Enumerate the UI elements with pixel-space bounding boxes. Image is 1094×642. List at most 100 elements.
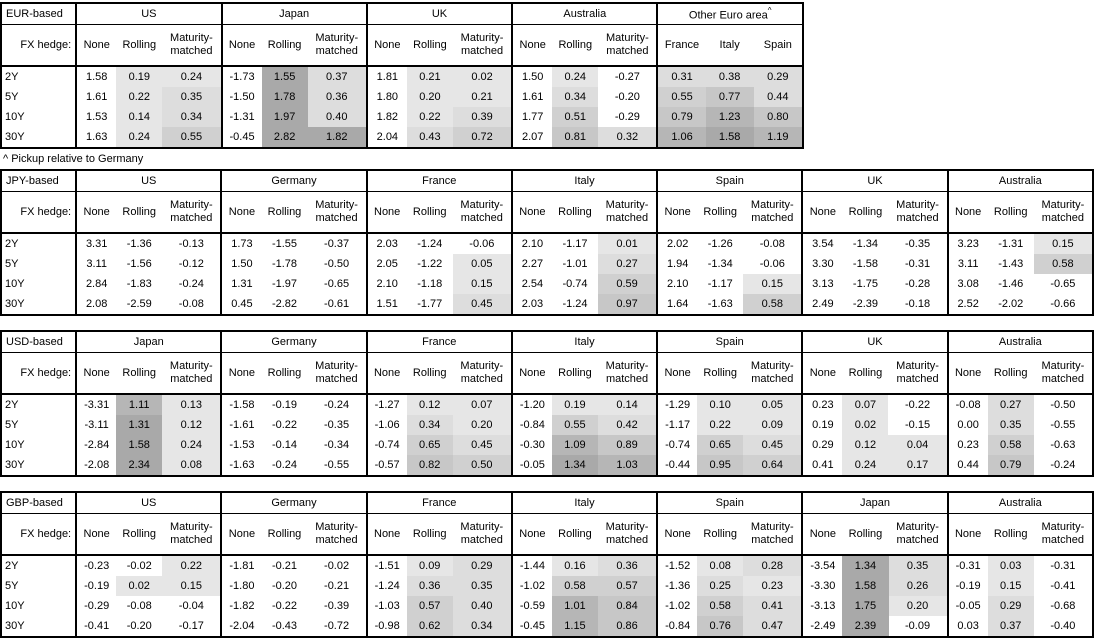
hedge-column-header-maturity-matched: Maturity-matched bbox=[1033, 513, 1093, 556]
row-label: 2Y bbox=[5, 399, 19, 411]
value-cell: 0.55 bbox=[551, 415, 598, 435]
group-name: UK bbox=[431, 8, 448, 20]
value-cell: -3.11 bbox=[75, 415, 117, 435]
value-cell: -0.34 bbox=[307, 435, 367, 455]
hedge-column-header-maturity-matched: Maturity-matched bbox=[1033, 352, 1093, 395]
value-cell: -0.43 bbox=[261, 616, 308, 637]
value-cell: 0.55 bbox=[656, 87, 706, 107]
group-header-other-euro-area: Other Euro area^ bbox=[656, 3, 803, 25]
value-cell: -0.13 bbox=[162, 233, 222, 254]
hedge-column-header-none: None bbox=[656, 352, 698, 395]
group-name: France bbox=[422, 497, 457, 509]
hedge-column-header-rolling: Rolling bbox=[261, 352, 308, 395]
value-cell: 0.35 bbox=[162, 87, 222, 107]
value-cell: -0.35 bbox=[307, 415, 367, 435]
row-label: 5Y bbox=[5, 419, 19, 431]
value-cell: 0.80 bbox=[753, 107, 803, 127]
group-header-france: France bbox=[365, 492, 512, 514]
group-name: Italy bbox=[574, 336, 595, 348]
value-cell: -0.06 bbox=[452, 233, 512, 254]
hedge-column-header-rolling: Rolling bbox=[842, 191, 889, 234]
data-row-5y: 5Y 1.61 0.22 0.35 -1.50 1.78 0.36 1.80 0.20 0.21 1… bbox=[1, 87, 803, 107]
value-cell: -1.31 bbox=[987, 233, 1034, 254]
value-cell: 0.16 bbox=[551, 555, 599, 576]
value-cell: 0.47 bbox=[743, 616, 803, 637]
group-name: Japan bbox=[859, 497, 890, 509]
value-cell: -1.44 bbox=[510, 555, 552, 576]
value-cell: -3.13 bbox=[801, 596, 843, 616]
group-header-uk: UK bbox=[365, 3, 513, 25]
value-cell: -1.75 bbox=[842, 274, 889, 294]
hedge-column-header-maturity-matched: Maturity-matched bbox=[162, 24, 222, 67]
hedge-column-header-rolling: Rolling bbox=[551, 191, 599, 234]
value-cell: -0.05 bbox=[510, 455, 552, 476]
value-cell: -1.06 bbox=[365, 415, 407, 435]
value-cell: -0.24 bbox=[307, 394, 367, 415]
value-cell: -0.18 bbox=[888, 294, 948, 315]
row-label: 5Y bbox=[5, 580, 19, 592]
value-cell: 0.27 bbox=[598, 254, 658, 274]
value-cell: 1.82 bbox=[307, 127, 367, 148]
value-cell: -0.20 bbox=[116, 616, 163, 637]
hedge-column-header-none: None bbox=[220, 24, 262, 67]
value-cell: 0.22 bbox=[116, 87, 163, 107]
value-cell: -0.08 bbox=[743, 233, 803, 254]
value-cell: 0.45 bbox=[743, 435, 803, 455]
value-cell: -1.63 bbox=[220, 455, 262, 476]
data-row-10y: 10Y 2.84 -1.83 -0.24 1.31 -1.97 -0.65 2.10 -1.18… bbox=[1, 274, 1093, 294]
value-cell: 3.30 bbox=[801, 254, 843, 274]
value-cell: 1.58 bbox=[842, 576, 889, 596]
value-cell: -0.40 bbox=[1033, 616, 1093, 637]
value-cell: 0.09 bbox=[743, 415, 803, 435]
group-header-row: EUR-based US Japan UK Australia Other Euro ar… bbox=[1, 3, 803, 25]
value-cell: 1.75 bbox=[842, 596, 889, 616]
hedge-column-header-rolling: Rolling bbox=[842, 352, 889, 395]
value-cell: 2.05 bbox=[365, 254, 407, 274]
value-cell: -1.51 bbox=[365, 555, 407, 576]
value-cell: -0.59 bbox=[510, 596, 552, 616]
hedge-column-header-maturity-matched: Maturity-matched bbox=[162, 191, 222, 234]
value-cell: 2.10 bbox=[510, 233, 552, 254]
value-cell: 2.07 bbox=[511, 127, 553, 148]
value-cell: -1.80 bbox=[220, 576, 262, 596]
group-name: Germany bbox=[271, 336, 317, 348]
value-cell: -0.02 bbox=[307, 555, 367, 576]
value-cell: 2.10 bbox=[656, 274, 698, 294]
value-cell: -1.31 bbox=[220, 107, 262, 127]
value-cell: -1.17 bbox=[551, 233, 599, 254]
value-cell: 0.77 bbox=[705, 87, 754, 107]
hedge-column-header-rolling: Rolling bbox=[261, 24, 308, 67]
value-cell: 0.27 bbox=[987, 394, 1034, 415]
value-cell: 0.35 bbox=[987, 415, 1034, 435]
data-row-2y: 2Y -0.23 -0.02 0.22 -1.81 -0.21 -0.02 -1.51 0.09… bbox=[1, 555, 1093, 576]
data-row-5y: 5Y -0.19 0.02 0.15 -1.80 -0.20 -0.21 -1.24 0.36 0… bbox=[1, 576, 1093, 596]
fx-hedge-label: FX hedge: bbox=[1, 24, 77, 67]
hedge-column-header-none: None bbox=[510, 352, 552, 395]
value-cell: 1.94 bbox=[656, 254, 698, 274]
value-cell: -0.61 bbox=[307, 294, 367, 315]
value-cell: 0.79 bbox=[987, 455, 1034, 476]
group-name: Japan bbox=[133, 336, 164, 348]
group-header-us: US bbox=[75, 170, 222, 192]
value-cell: -1.24 bbox=[551, 294, 599, 315]
group-name: France bbox=[422, 175, 457, 187]
value-cell: 0.02 bbox=[842, 415, 889, 435]
group-header-us: US bbox=[75, 3, 222, 25]
hedge-column-header-maturity-matched: Maturity-matched bbox=[307, 24, 367, 67]
hedge-column-header-rolling: Rolling bbox=[987, 191, 1034, 234]
group-header-spain: Spain bbox=[656, 492, 803, 514]
base-label: GBP-based bbox=[1, 492, 77, 514]
value-cell: 0.58 bbox=[987, 435, 1034, 455]
value-cell: 0.65 bbox=[697, 435, 744, 455]
hedge-column-header-rolling: Rolling bbox=[697, 352, 744, 395]
data-row-5y: 5Y -3.11 1.31 0.12 -1.61 -0.22 -0.35 -1.06 0.34 0… bbox=[1, 415, 1093, 435]
value-cell: 2.08 bbox=[75, 294, 117, 315]
value-cell: 1.31 bbox=[220, 274, 262, 294]
footnote: ^ Pickup relative to Germany bbox=[3, 153, 144, 165]
value-cell: 3.54 bbox=[801, 233, 843, 254]
group-header-spain: Spain bbox=[656, 170, 803, 192]
value-cell: -0.02 bbox=[116, 555, 163, 576]
group-name: Other Euro area bbox=[688, 9, 768, 22]
value-cell: 0.24 bbox=[552, 66, 599, 87]
hedge-column-header-maturity-matched: Maturity-matched bbox=[888, 352, 948, 395]
